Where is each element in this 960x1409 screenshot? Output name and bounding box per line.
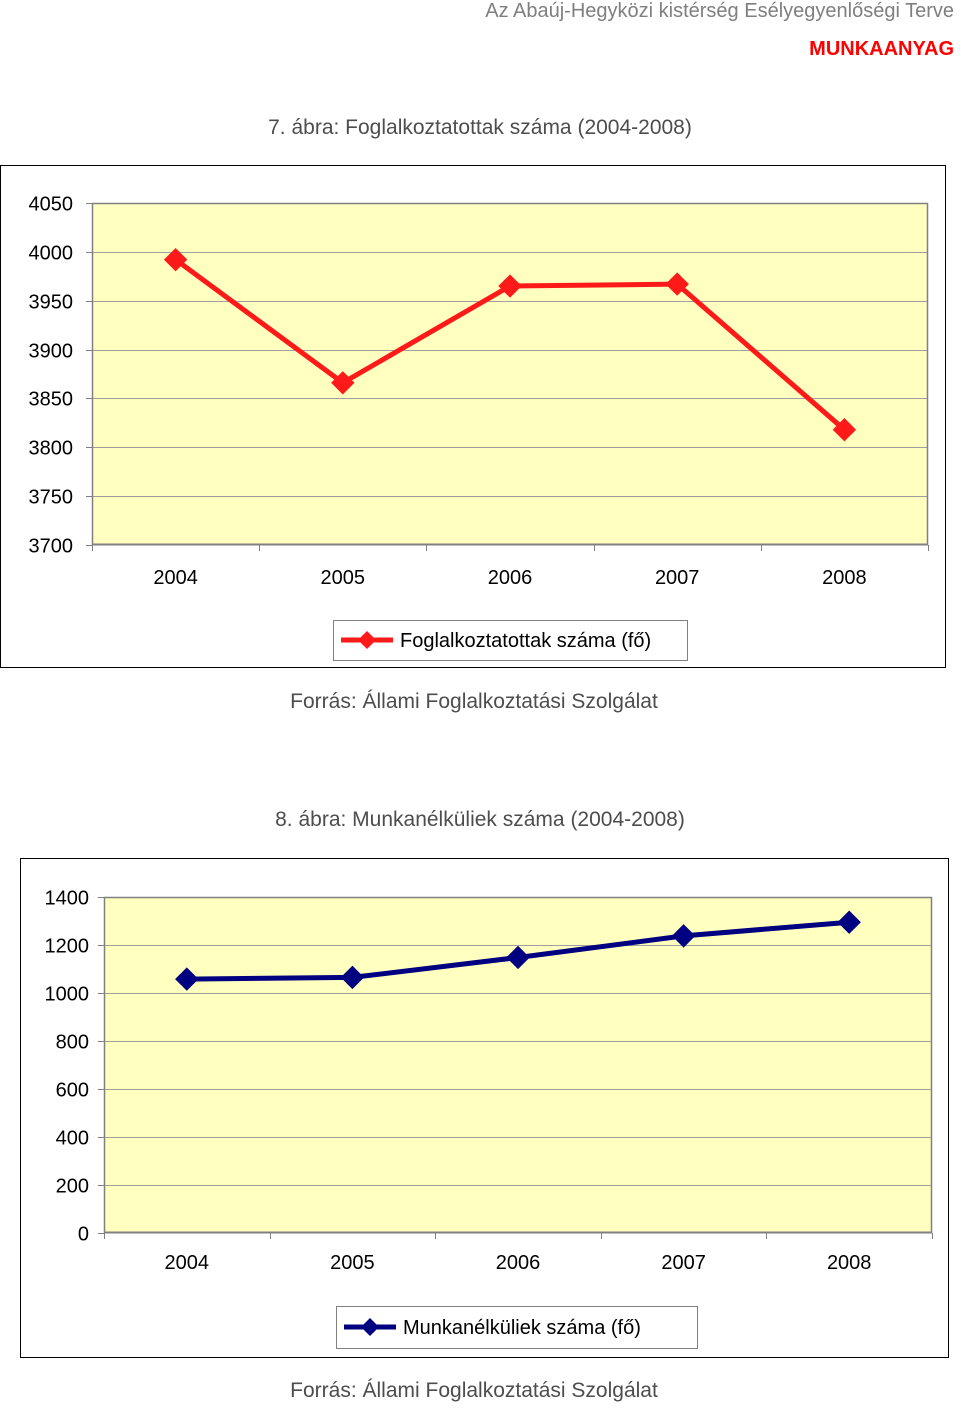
chart2-data-point	[506, 945, 530, 970]
chart1-y-tick-label: 3950	[29, 292, 74, 314]
chart1-data-point	[163, 247, 188, 272]
chart2-x-tick-label: 2008	[827, 1252, 872, 1274]
chart1-y-tick-label: 3750	[29, 487, 74, 509]
chart1-x-tick-label: 2004	[153, 567, 198, 589]
chart2-legend-marker	[361, 1318, 379, 1336]
document-header-title: Az Abaúj-Hegyközi kistérség Esélyegyenlő…	[485, 0, 954, 22]
chart1-data-point	[665, 272, 689, 296]
chart1-legend-marker	[358, 631, 376, 649]
chart2-data-point	[340, 965, 365, 990]
chart1-data-point	[331, 371, 355, 395]
chart1-y-tick-label: 3700	[29, 536, 74, 558]
chart2-y-tick-label: 400	[56, 1128, 89, 1150]
chart2-x-tick-label: 2006	[496, 1252, 541, 1274]
chart2-y-tick-label: 1200	[45, 936, 90, 958]
chart1-y-tick-label: 3800	[29, 438, 74, 460]
chart2-y-tick-label: 1000	[45, 984, 90, 1006]
chart1-y-tick-label: 4000	[29, 243, 74, 265]
chart1-x-tick-label: 2007	[655, 567, 700, 589]
chart2-y-tick-label: 200	[56, 1176, 89, 1198]
chart2-data-point	[175, 967, 199, 991]
chart2-x-tick-label: 2007	[661, 1252, 706, 1274]
chart2-x-tick-label: 2005	[330, 1252, 375, 1274]
chart2-y-tick-label: 600	[56, 1080, 89, 1102]
chart1-data-point	[832, 417, 857, 442]
chart1-legend-label: Foglalkoztatottak száma (fő)	[400, 630, 651, 652]
chart1-y-tick-label: 3900	[29, 341, 74, 363]
chart2-legend-label: Munkanélküliek száma (fő)	[403, 1317, 641, 1339]
chart1-x-tick-label: 2006	[488, 567, 533, 589]
chart1-x-tick-label: 2005	[321, 567, 366, 589]
chart-1-title: 7. ábra: Foglalkoztatottak száma (2004-2…	[268, 116, 692, 139]
chart1-x-tick-label: 2008	[822, 567, 867, 589]
chart2-legend-box	[336, 1306, 698, 1349]
chart-1-source: Forrás: Állami Foglalkoztatási Szolgálat	[290, 690, 658, 713]
chart2-x-tick-label: 2004	[165, 1252, 210, 1274]
chart2-y-tick-label: 0	[78, 1224, 89, 1246]
chart2-y-tick-label: 1400	[45, 888, 90, 910]
chart1-y-tick-label: 3850	[29, 389, 74, 411]
chart1-y-tick-label: 4050	[29, 194, 74, 216]
draft-status-label: MUNKAANYAG	[809, 38, 954, 60]
chart2-data-point	[837, 910, 861, 934]
chart-2-title: 8. ábra: Munkanélküliek száma (2004-2008…	[275, 808, 685, 831]
chart2-data-point	[671, 924, 696, 948]
chart-2-source: Forrás: Állami Foglalkoztatási Szolgálat	[290, 1379, 658, 1402]
chart1-plot-area	[92, 203, 928, 545]
chart1-data-point	[498, 274, 522, 298]
chart2-y-tick-label: 800	[56, 1032, 89, 1054]
